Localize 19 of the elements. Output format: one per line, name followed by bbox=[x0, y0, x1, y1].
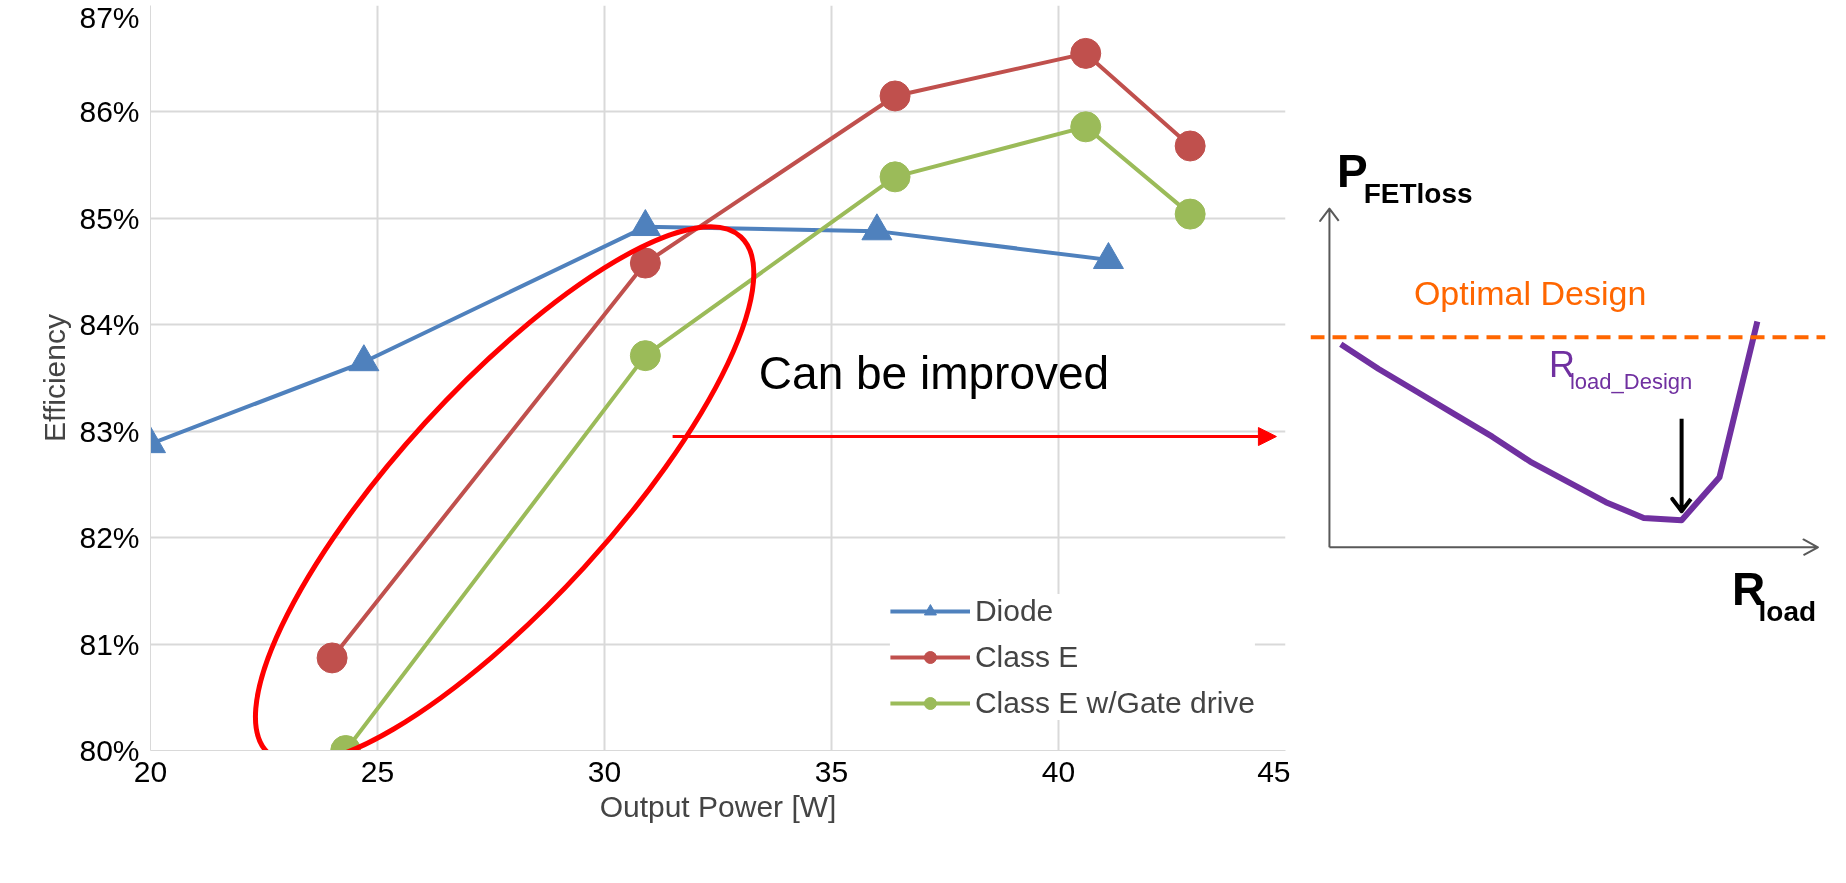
x-axis-title: Output Power [W] bbox=[599, 789, 837, 823]
legend-label: Class E bbox=[974, 640, 1079, 674]
legend-label: Class E w/Gate drive bbox=[974, 686, 1255, 720]
y-tick-label: 82% bbox=[79, 521, 140, 555]
ref-line-label: Optimal Design bbox=[1413, 274, 1647, 313]
x-tick-label: 35 bbox=[814, 754, 849, 788]
y-tick-label: 87% bbox=[79, 0, 140, 34]
legend-label: Diode bbox=[974, 594, 1054, 628]
x-tick-label: 30 bbox=[587, 754, 622, 788]
y-tick-label: 84% bbox=[79, 308, 140, 342]
y-axis-title: Efficiency bbox=[38, 314, 72, 442]
y-tick-label: 83% bbox=[79, 414, 140, 448]
annotation: Can be improved bbox=[758, 347, 1110, 400]
x-tick-label: 40 bbox=[1041, 754, 1076, 788]
y-tick-label: 85% bbox=[79, 201, 140, 235]
x-tick-label: 45 bbox=[1257, 754, 1291, 788]
y-tick-label: 86% bbox=[79, 95, 140, 129]
y-tick-label: 81% bbox=[79, 627, 140, 661]
x-tick-label: 25 bbox=[360, 754, 395, 788]
